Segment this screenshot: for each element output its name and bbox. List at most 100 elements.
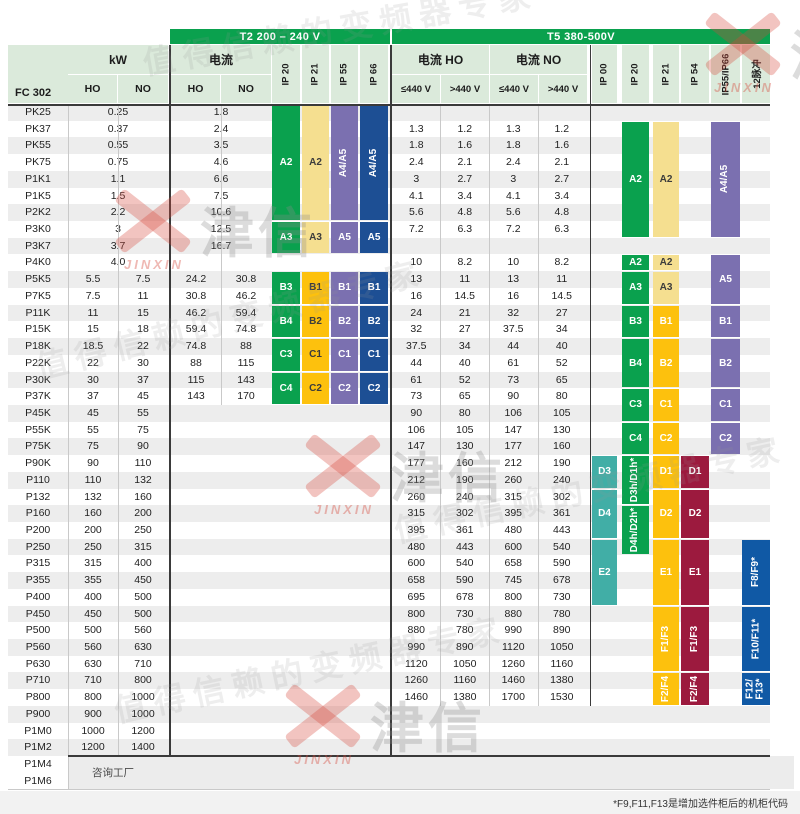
kw-no-cell: 11 [137, 289, 149, 302]
enclosure-label: F10/F11* [750, 618, 761, 660]
row-stripe [8, 104, 770, 121]
enclosure-block-D1: D1 [681, 456, 709, 488]
row-stripe [8, 538, 770, 556]
enclosure-block-A2: A2 [653, 121, 679, 237]
row-stripe [8, 271, 770, 288]
t2-current-group-label: 电流 [208, 53, 233, 67]
t5-current-cell: 361 [552, 507, 571, 520]
kw-no-cell: 500 [134, 607, 152, 620]
kw-no-cell: 22 [137, 340, 149, 353]
t2-t5-divider [390, 45, 392, 756]
t5-current-cell: 780 [552, 607, 571, 620]
t5-current-cell: 890 [552, 624, 571, 637]
kw-no-cell: 15 [137, 306, 149, 319]
kw-no-label: NO [135, 83, 151, 95]
t5-current-cell: 2.1 [457, 156, 473, 169]
kw-no-cell: 45 [137, 390, 149, 403]
model-column-header-label: FC 302 [15, 87, 52, 99]
t5-voltage-bar: T5 380-500V [392, 29, 770, 44]
enclosure-block-A2: A2 [622, 255, 649, 271]
enclosure-label: A4/A5 [338, 148, 350, 177]
model-cell: P400 [25, 590, 51, 603]
enclosure-block-C1: C1 [653, 389, 679, 421]
t5-current-cell: 14.5 [551, 289, 572, 302]
enclosure-block-E2: E2 [592, 539, 617, 605]
enclosure-block-C1: C1 [302, 339, 329, 371]
header-label: IP 00 [598, 62, 610, 86]
t5-current-cell: 1.8 [408, 139, 424, 152]
t5-current-cell: 880 [504, 607, 523, 620]
t2-current-ho-cell: 24.2 [185, 273, 207, 286]
t5-no-le440-header: ≤440 V [490, 75, 538, 103]
enclosure-label: F1/F3 [689, 625, 700, 653]
t2-current-no-header: NO [221, 75, 271, 103]
t5-current-cell: 240 [552, 473, 571, 486]
t5-ho-divider [440, 104, 441, 706]
kw-group-label: kW [109, 52, 127, 67]
t5-current-cell: 24 [410, 306, 423, 319]
row-stripe [8, 170, 770, 188]
header-label: IP 21 [309, 62, 321, 86]
t5-ho-le440-label: ≤440 V [400, 83, 432, 95]
t5-current-cell: 5.6 [505, 206, 521, 219]
t5-current-cell: 395 [407, 524, 426, 536]
t2-current-ho-cell: 46.2 [185, 306, 207, 319]
t5-current-cell: 105 [552, 406, 571, 419]
t5-current-cell: 315 [504, 490, 523, 503]
t5-current-cell: 1.8 [505, 139, 521, 152]
enclosure-block-B1: B1 [711, 305, 740, 338]
model-cell: P500 [25, 624, 51, 637]
model-cell: P1M6 [24, 774, 52, 787]
kw-no-cell: 7.5 [135, 273, 151, 286]
footnote: *F9,F11,F13是增加选件柜后的机柜代码 [613, 799, 788, 810]
t5-current-cell: 21 [458, 306, 471, 319]
t5-current-cell: 480 [407, 540, 426, 553]
t5-current-cell: 880 [407, 624, 426, 637]
t5-current-cell: 10 [410, 256, 423, 269]
model-cell: P560 [25, 641, 51, 654]
t5-current-cell: 990 [407, 641, 426, 654]
t5-current-cell: 90 [410, 406, 423, 419]
enclosure-block-D2: D2 [681, 489, 709, 538]
enclosure-block-F2-F4: F2/F4 [681, 673, 709, 705]
t5-current-cell: 37.5 [503, 323, 524, 336]
row-stripe [8, 572, 770, 589]
t5-current-cell: 3.4 [554, 189, 570, 202]
enclosure-block-B2: B2 [331, 305, 358, 338]
t2-current-ho-cell: 143 [187, 390, 205, 403]
kw-ho-cell: 450 [84, 607, 102, 620]
t5-current-cell: 678 [455, 590, 474, 603]
t2-current-no-cell: 46.2 [235, 289, 257, 302]
t5-current-cell: 160 [552, 440, 571, 453]
header-label: IP 20 [280, 62, 292, 86]
kw-ho-cell: 400 [84, 590, 102, 603]
model-cell: P800 [25, 691, 51, 704]
model-cell: P3K0 [25, 223, 51, 236]
kw-group-header: kW [68, 45, 168, 74]
row-stripe [8, 505, 770, 522]
enclosure-block-B2: B2 [360, 305, 388, 338]
kw-ho-cell: 800 [84, 691, 102, 704]
t5-current-cell: 32 [507, 306, 520, 319]
t5-current-cell: 6.3 [457, 223, 473, 236]
t5-current-cell: 44 [410, 356, 423, 369]
model-cell: P22K [25, 356, 51, 369]
header-t5-ip21: IP 21 [653, 45, 679, 103]
t5-current-cell: 8.2 [457, 256, 473, 269]
kw-no-cell: 90 [137, 440, 149, 453]
t5-current-cell: 4.1 [408, 189, 424, 202]
enclosure-label: F1/F3 [660, 625, 671, 653]
header-t5-12: 12脉冲 [742, 45, 770, 103]
t5-current-cell: 190 [455, 473, 474, 486]
t5-current-cell: 260 [407, 490, 426, 503]
t5-current-cell: 1.6 [457, 139, 473, 152]
t5-current-cell: 745 [504, 574, 523, 587]
t5-current-cell: 315 [407, 507, 426, 520]
enclosure-block-D4: D4 [592, 489, 617, 538]
kw-ho-cell: 30 [87, 373, 99, 386]
model-cell: P1K1 [25, 172, 51, 185]
t5-current-cell: 65 [458, 390, 471, 403]
kw-no-cell: 110 [134, 457, 152, 470]
t5-current-cell: 160 [455, 457, 474, 470]
header-t5-ip55ip66: IP55/IP66 [711, 45, 740, 103]
